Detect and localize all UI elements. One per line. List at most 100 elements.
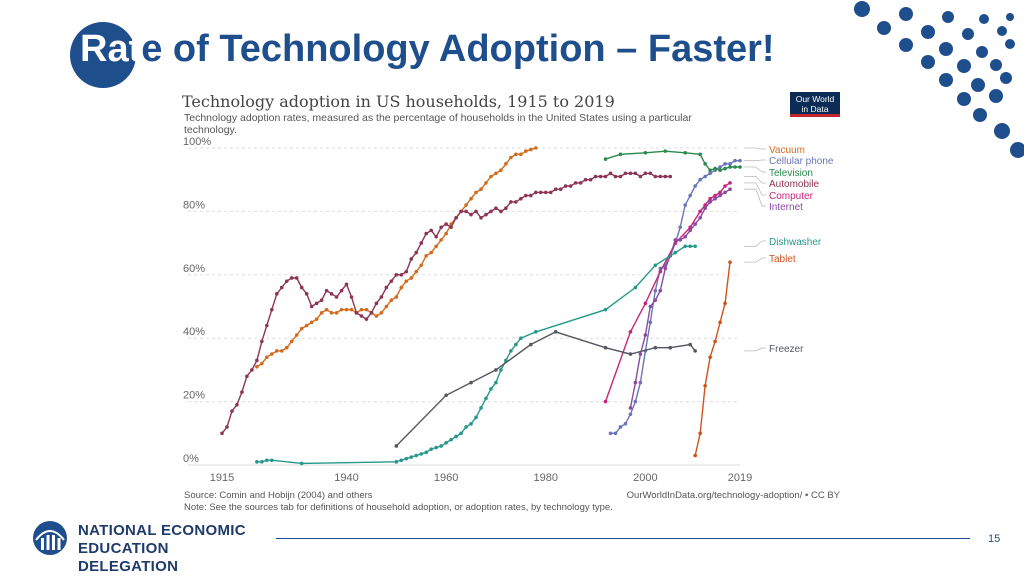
data-point-automobile — [319, 298, 324, 302]
data-point-vacuum — [464, 203, 468, 207]
data-point-automobile — [389, 279, 394, 283]
data-point-internet — [723, 190, 727, 195]
data-point-vacuum — [329, 311, 334, 315]
series-line-internet — [629, 188, 731, 409]
data-point-automobile — [469, 212, 473, 217]
data-point-automobile — [489, 209, 493, 214]
data-point-internet — [628, 406, 633, 410]
data-point-automobile — [494, 206, 498, 211]
data-point-cellular-phone — [633, 399, 638, 404]
data-point-automobile — [474, 209, 478, 214]
data-point-automobile — [384, 285, 389, 290]
data-point-dishwasher — [653, 263, 658, 268]
data-point-tablet — [713, 339, 717, 344]
data-point-automobile — [543, 190, 548, 195]
legend-leader-dishwasher — [744, 240, 766, 247]
data-point-dishwasher — [489, 387, 493, 391]
data-point-cellular-phone — [738, 158, 742, 163]
data-point-automobile — [444, 222, 448, 226]
data-point-automobile — [563, 184, 568, 188]
data-point-dishwasher — [429, 447, 433, 451]
data-point-dishwasher — [693, 244, 697, 249]
data-point-freezer — [688, 342, 692, 347]
legend-leader-vacuum — [744, 147, 766, 150]
data-point-internet — [648, 304, 653, 309]
data-point-automobile — [538, 190, 543, 195]
data-point-vacuum — [474, 190, 478, 195]
data-point-computer — [723, 184, 727, 188]
data-point-cellular-phone — [693, 184, 697, 188]
data-point-automobile — [454, 215, 458, 220]
data-point-cellular-phone — [683, 203, 688, 207]
data-point-automobile — [265, 323, 269, 328]
footer-divider — [276, 538, 970, 539]
data-point-vacuum — [533, 146, 538, 150]
data-point-automobile — [514, 200, 518, 204]
data-point-dishwasher — [499, 368, 503, 372]
data-point-dishwasher — [299, 461, 304, 466]
data-point-cellular-phone — [698, 177, 702, 182]
data-point-automobile — [225, 425, 229, 429]
data-point-automobile — [573, 181, 578, 185]
legend-label-freezer: Freezer — [769, 344, 804, 355]
legend-label-dishwasher: Dishwasher — [769, 237, 822, 248]
data-point-vacuum — [344, 307, 349, 312]
data-point-cellular-phone — [703, 174, 707, 179]
owid-logo-line1: Our World — [796, 94, 835, 104]
data-point-automobile — [289, 276, 294, 280]
y-tick-label: 40% — [183, 326, 205, 338]
data-point-automobile — [558, 187, 563, 192]
legend-leader-freezer — [744, 347, 766, 352]
data-point-computer — [658, 269, 663, 274]
series-vacuum — [255, 146, 538, 369]
data-point-freezer — [494, 368, 498, 372]
data-point-automobile — [354, 311, 359, 315]
data-point-automobile — [618, 174, 623, 179]
data-point-cellular-phone — [708, 171, 712, 176]
data-point-automobile — [235, 402, 239, 407]
chart-subtitle-line1: Technology adoption rates, measured as t… — [184, 112, 692, 124]
data-point-automobile — [548, 190, 553, 195]
data-point-vacuum — [424, 253, 429, 258]
data-point-automobile — [568, 184, 573, 188]
owid-logo: Our World in Data — [790, 92, 840, 117]
data-point-automobile — [404, 269, 409, 274]
data-point-automobile — [479, 215, 483, 220]
y-tick-label: 0% — [183, 453, 199, 465]
data-point-automobile — [409, 257, 414, 261]
x-tick-label: 2019 — [728, 472, 752, 484]
data-point-internet — [693, 222, 697, 226]
data-point-dishwasher — [519, 336, 523, 340]
data-point-dishwasher — [260, 460, 264, 464]
data-point-vacuum — [499, 168, 503, 172]
data-point-automobile — [349, 295, 354, 299]
data-point-vacuum — [284, 345, 289, 350]
data-point-dishwasher — [394, 460, 399, 464]
data-point-cellular-phone — [678, 225, 683, 230]
org-name-line2: EDUCATION DELEGATION — [78, 540, 179, 575]
data-point-automobile — [314, 301, 319, 306]
data-point-automobile — [294, 276, 299, 280]
series-freezer — [394, 330, 697, 448]
data-point-cellular-phone — [728, 162, 732, 166]
data-point-automobile — [658, 174, 663, 179]
data-point-vacuum — [469, 196, 473, 201]
data-point-automobile — [274, 292, 279, 296]
data-point-automobile — [653, 174, 658, 179]
data-point-freezer — [529, 342, 533, 347]
series-line-computer — [604, 182, 731, 402]
data-point-tablet — [698, 431, 702, 436]
data-point-dishwasher — [494, 380, 498, 385]
data-point-vacuum — [294, 333, 299, 337]
data-point-automobile — [324, 288, 329, 293]
series-line-freezer — [395, 331, 696, 447]
series-line-cellular-phone — [610, 160, 740, 434]
data-point-vacuum — [504, 162, 508, 166]
data-point-cellular-phone — [608, 431, 613, 436]
data-point-television — [703, 162, 707, 166]
data-point-vacuum — [444, 231, 448, 236]
data-point-automobile — [484, 212, 488, 217]
series-dishwasher — [255, 244, 697, 466]
data-point-vacuum — [434, 244, 438, 249]
data-point-vacuum — [479, 187, 483, 192]
